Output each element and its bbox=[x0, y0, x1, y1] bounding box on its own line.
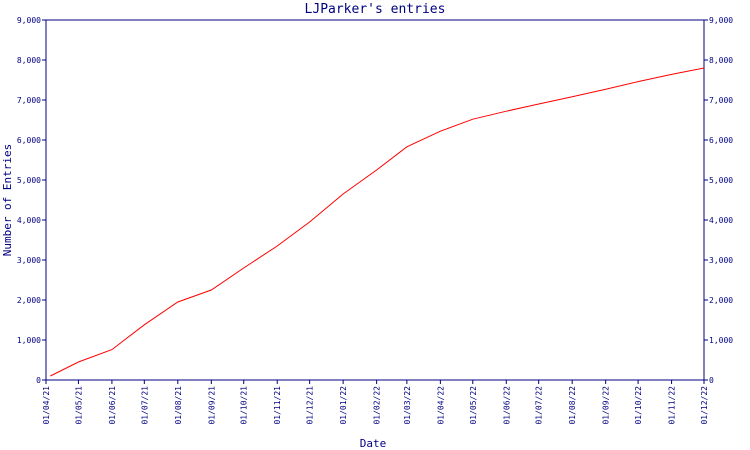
y-tick-label-left: 3,000 bbox=[17, 256, 41, 265]
plot-area bbox=[45, 19, 705, 381]
chart-title: LJParker's entries bbox=[305, 2, 446, 17]
y-tick-label-left: 1,000 bbox=[17, 336, 41, 345]
entries-series-line bbox=[50, 67, 705, 377]
x-axis-label: Date bbox=[360, 437, 387, 450]
x-tick-label: 01/10/22 bbox=[634, 386, 643, 425]
x-tick-label: 01/11/21 bbox=[273, 386, 282, 425]
x-tick-label: 01/06/22 bbox=[502, 386, 511, 425]
x-tick-label: 01/09/21 bbox=[207, 386, 216, 425]
y-tick-label-right: 6,000 bbox=[709, 136, 733, 145]
x-tick-label: 01/04/21 bbox=[42, 386, 51, 425]
y-axis-label: Number of Entries bbox=[1, 144, 14, 257]
x-tick-label: 01/01/22 bbox=[339, 386, 348, 425]
y-axis-ticks: 0 0 1,000 1,000 2,000 2,000 3,000 3,000 4,000 4,0… bbox=[17, 16, 733, 385]
y-tick-label-right: 4,000 bbox=[709, 216, 733, 225]
y-tick-label-left: 9,000 bbox=[17, 16, 41, 25]
x-tick-label: 01/10/21 bbox=[240, 386, 249, 425]
y-tick-label-left: 7,000 bbox=[17, 96, 41, 105]
y-tick-label-right: 2,000 bbox=[709, 296, 733, 305]
x-tick-label: 01/08/22 bbox=[568, 386, 577, 425]
y-tick-label-left: 5,000 bbox=[17, 176, 41, 185]
x-tick-label: 01/07/21 bbox=[140, 386, 149, 425]
x-tick-label: 01/06/21 bbox=[108, 386, 117, 425]
y-tick-label-left: 0 bbox=[36, 376, 41, 385]
y-tick-label-right: 3,000 bbox=[709, 256, 733, 265]
y-tick-label-right: 5,000 bbox=[709, 176, 733, 185]
x-tick-label: 01/12/22 bbox=[700, 386, 709, 425]
y-tick-label-right: 7,000 bbox=[709, 96, 733, 105]
y-tick-label-right: 8,000 bbox=[709, 56, 733, 65]
x-tick-label: 01/11/22 bbox=[668, 386, 677, 425]
y-tick-label-left: 2,000 bbox=[17, 296, 41, 305]
x-tick-label: 01/02/22 bbox=[373, 386, 382, 425]
x-tick-label: 01/05/21 bbox=[74, 386, 83, 425]
x-tick-label: 01/04/22 bbox=[436, 386, 445, 425]
y-tick-label-left: 4,000 bbox=[17, 216, 41, 225]
y-tick-label-right: 0 bbox=[709, 376, 714, 385]
x-tick-label: 01/03/22 bbox=[403, 386, 412, 425]
x-tick-label: 01/07/22 bbox=[535, 386, 544, 425]
y-tick-label-left: 6,000 bbox=[17, 136, 41, 145]
x-tick-label: 01/08/21 bbox=[174, 386, 183, 425]
x-tick-label: 01/05/22 bbox=[469, 386, 478, 425]
x-tick-label: 01/12/21 bbox=[306, 386, 315, 425]
x-axis-ticks: 01/04/21 01/05/21 01/06/21 01/07/21 01/08/21… bbox=[42, 380, 709, 425]
y-tick-label-right: 9,000 bbox=[709, 16, 733, 25]
y-tick-label-left: 8,000 bbox=[17, 56, 41, 65]
y-tick-label-right: 1,000 bbox=[709, 336, 733, 345]
x-tick-label: 01/09/22 bbox=[602, 386, 611, 425]
